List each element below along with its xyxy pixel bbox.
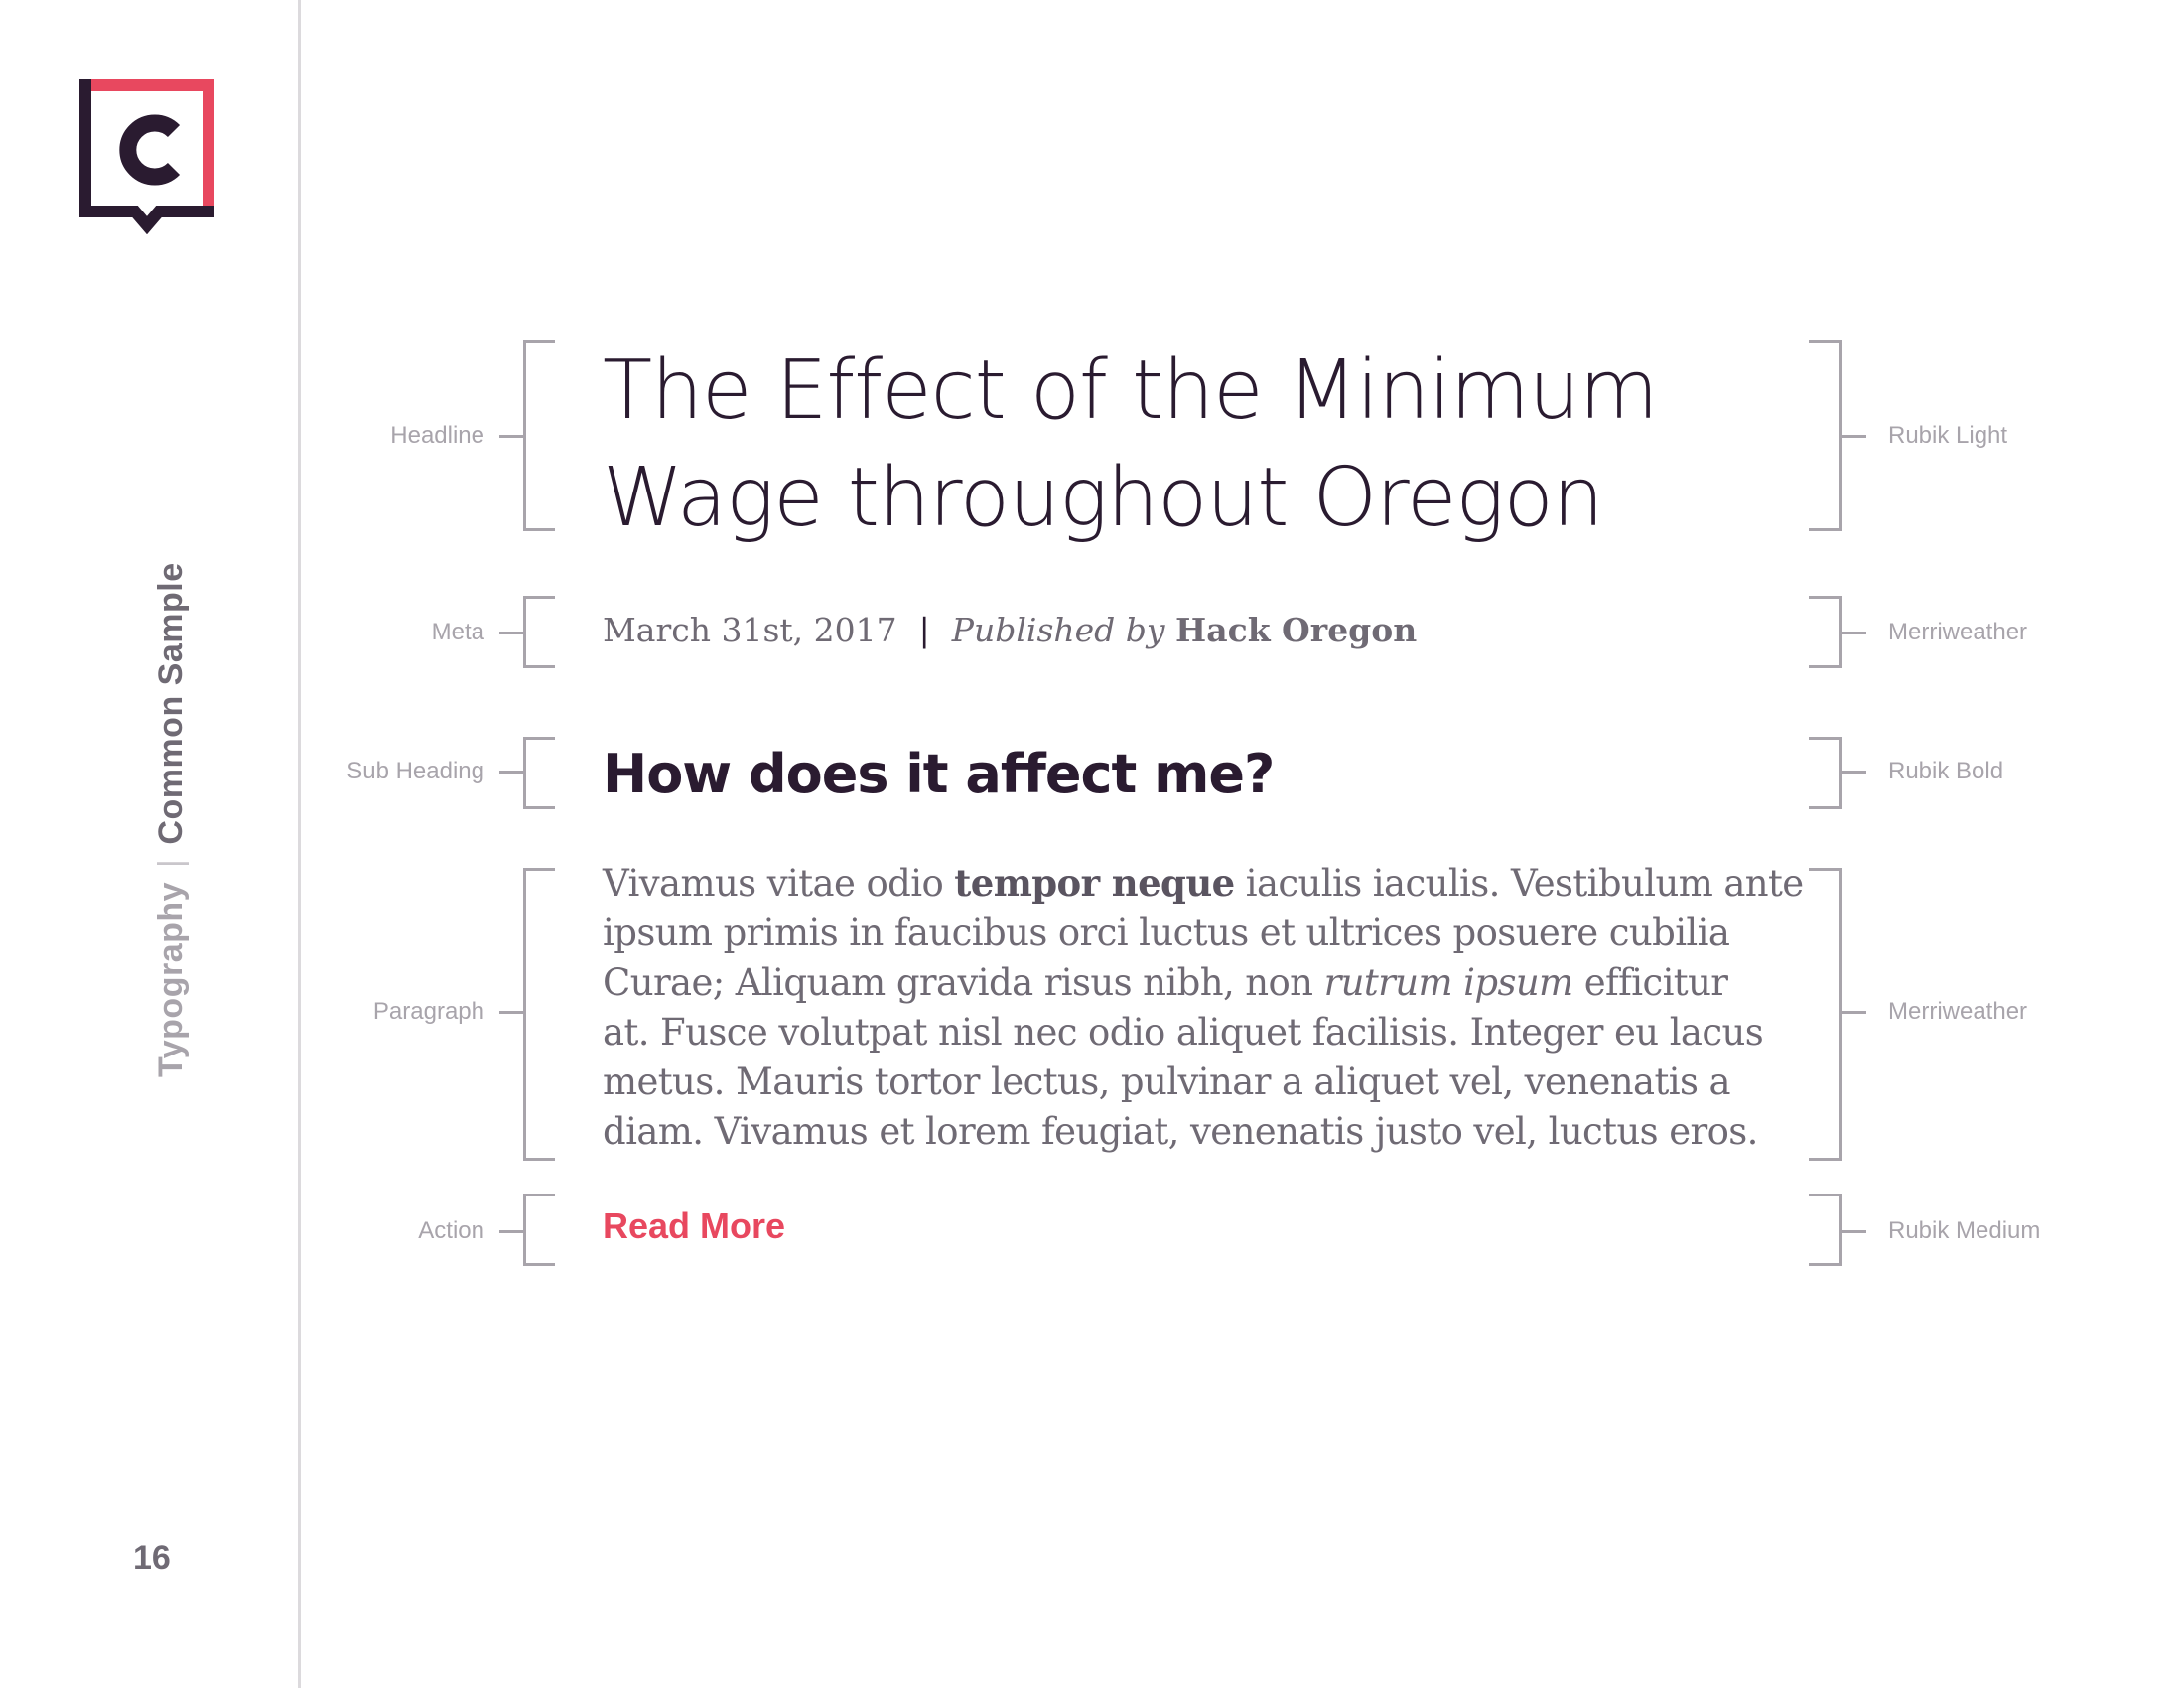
paragraph-bracket-right xyxy=(1809,868,1842,1161)
paragraph-line-1: Vivamus vitae odio tempor neque iaculis … xyxy=(603,858,1804,909)
section-separator: | xyxy=(152,858,190,868)
paragraph-label: Paragraph xyxy=(372,998,484,1025)
subheading-tick-left xyxy=(499,771,524,774)
paragraph-font-label: Merriweather xyxy=(1888,998,2028,1025)
headline-tick-left xyxy=(499,435,524,438)
meta-tick-right xyxy=(1842,632,1866,634)
paragraph-text-run: Curae; Aliquam gravida risus nibh, non xyxy=(603,961,1324,1004)
meta-text: March 31st, 2017 | Published by Hack Orego… xyxy=(603,610,1417,651)
subheading-bracket-left xyxy=(523,737,555,809)
headline-text: The Effect of the Minimum Wage throughou… xyxy=(603,338,1794,552)
paragraph-line-5: metus. Mauris tortor lectus, pulvinar a … xyxy=(603,1060,1731,1103)
headline-label: Headline xyxy=(390,422,484,449)
meta-publisher: Hack Oregon xyxy=(1175,611,1418,649)
meta-bracket-right xyxy=(1809,596,1842,668)
section-title: Typography | Common Sample xyxy=(151,562,191,1077)
paragraph-text-run: iaculis iaculis. Vestibulum ante xyxy=(1234,862,1804,905)
headline-bracket-right xyxy=(1809,340,1842,531)
action-tick-left xyxy=(499,1230,524,1233)
paragraph-line-3: Curae; Aliquam gravida risus nibh, non r… xyxy=(603,958,1804,1008)
meta-published-by: Published by xyxy=(951,611,1165,649)
headline-line-1: The Effect of the Minimum xyxy=(603,344,1659,438)
page-number: 16 xyxy=(133,1539,171,1577)
subheading-text: How does it affect me? xyxy=(603,743,1275,805)
headline-font-label: Rubik Light xyxy=(1888,422,2008,449)
sidebar-divider xyxy=(298,0,301,1688)
action-label: Action xyxy=(418,1217,484,1244)
headline-tick-right xyxy=(1842,435,1866,438)
paragraph-bracket-left xyxy=(523,868,555,1161)
meta-separator: | xyxy=(918,611,930,649)
paragraph-bold-run: tempor neque xyxy=(954,861,1235,905)
meta-label: Meta xyxy=(431,619,484,645)
subheading-font-label: Rubik Bold xyxy=(1888,758,2004,784)
paragraph-text-run: efficitur xyxy=(1572,961,1728,1004)
meta-font-label: Merriweather xyxy=(1888,619,2028,645)
action-font-label: Rubik Medium xyxy=(1888,1217,2041,1244)
paragraph-text-run: Vivamus vitae odio xyxy=(603,862,955,905)
paragraph-line-4: at. Fusce volutpat nisl nec odio aliquet… xyxy=(603,1011,1764,1054)
subheading-tick-right xyxy=(1842,771,1866,774)
subheading-bracket-right xyxy=(1809,737,1842,809)
action-bracket-right xyxy=(1809,1194,1842,1266)
meta-bracket-left xyxy=(523,596,555,668)
paragraph-line-6: diam. Vivamus et lorem feugiat, venenati… xyxy=(603,1110,1758,1153)
topic-name: Common Sample xyxy=(152,562,190,845)
subheading-label: Sub Heading xyxy=(346,758,484,784)
headline-bracket-left xyxy=(523,340,555,531)
civic-logo xyxy=(79,79,214,234)
action-tick-right xyxy=(1842,1230,1866,1233)
paragraph-italic-run: rutrum ipsum xyxy=(1323,961,1574,1004)
meta-tick-left xyxy=(499,632,524,634)
headline-line-2: Wage throughout Oregon xyxy=(603,451,1604,545)
paragraph-text: Vivamus vitae odio tempor neque iaculis … xyxy=(603,858,1804,1157)
action-bracket-left xyxy=(523,1194,555,1266)
paragraph-tick-left xyxy=(499,1011,524,1014)
meta-date: March 31st, 2017 xyxy=(603,611,897,649)
paragraph-line-2: ipsum primis in faucibus orci luctus et … xyxy=(603,912,1730,954)
section-name: Typography xyxy=(152,881,190,1077)
paragraph-tick-right xyxy=(1842,1011,1866,1014)
read-more-link[interactable]: Read More xyxy=(603,1205,786,1246)
